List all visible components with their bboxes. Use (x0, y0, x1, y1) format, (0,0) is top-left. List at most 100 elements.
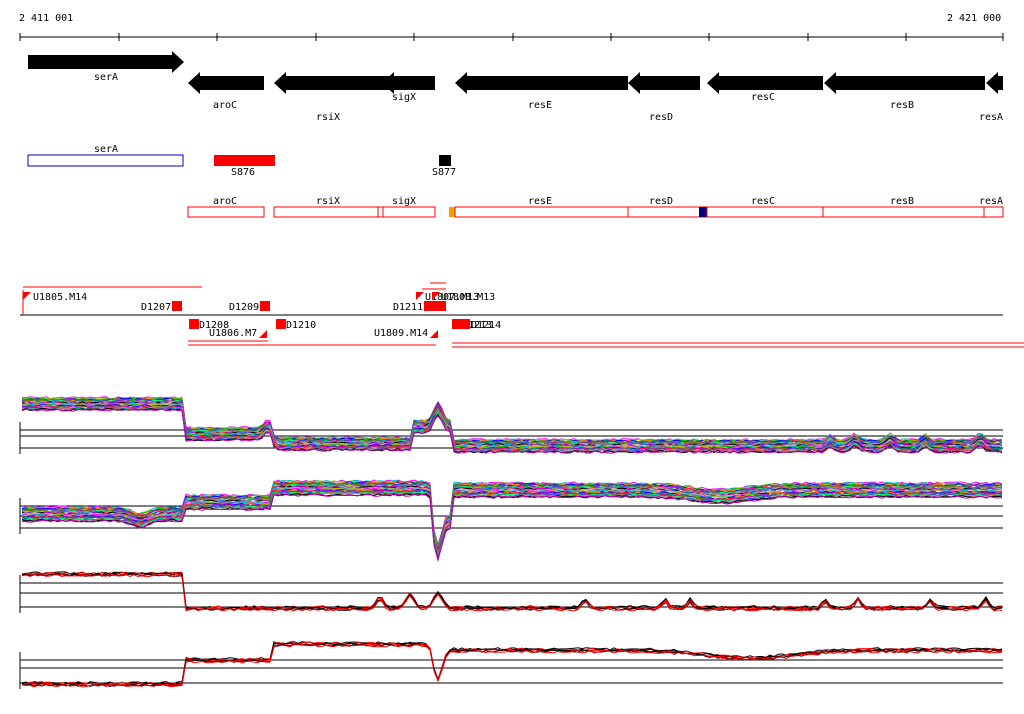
expression-panel-reverse-summary (19, 640, 1003, 689)
gene-rsiX[interactable]: rsiX (274, 72, 390, 123)
gene-box-label-sigX: sigX (392, 196, 416, 207)
gene-box-sigX[interactable] (377, 206, 436, 218)
probe-D1210[interactable]: D1210 (276, 319, 316, 331)
expression-profile-line (21, 493, 1003, 563)
probe-label: D1210 (286, 320, 316, 331)
probe-U1807.M13[interactable]: U1807.M13 (416, 292, 479, 303)
probe-label: D1214 (471, 320, 501, 331)
gene-box-resD[interactable] (627, 206, 708, 218)
gene-sigX[interactable]: sigX (382, 72, 435, 103)
gene-box-label-aroC: aroC (213, 196, 237, 207)
gene-box-label-resA: resA (979, 196, 1003, 207)
probe-box (452, 319, 462, 329)
expression-profile-line (21, 492, 1003, 560)
segment-S876[interactable] (214, 155, 275, 166)
gene-arrow-resC (707, 72, 823, 94)
gene-label-resA: resA (979, 112, 1003, 123)
gene-label-resC: resC (751, 92, 775, 103)
gene-box-resA[interactable] (983, 206, 1004, 218)
gene-arrow-rsiX (274, 72, 390, 94)
expression-profile-line (21, 492, 1003, 560)
expression-profile-line (21, 644, 1003, 688)
probe-track: U1805.M14 D1207 D1208 U1806.M7 D1209 D12… (20, 282, 1024, 348)
gene-arrow-track: serA aroC rsiX sigX resE resD resC resB (28, 51, 1003, 123)
gene-resD[interactable]: resD (628, 72, 700, 123)
probe-label: U1809.M14 (374, 328, 428, 339)
gene-aroC[interactable]: aroC (188, 72, 264, 111)
expression-panel-forward-all (19, 396, 1003, 454)
probe-label: D1211 (393, 302, 423, 313)
probe-flag (430, 330, 438, 338)
gene-label-aroC: aroC (213, 100, 237, 111)
segment-label-S876: S876 (231, 167, 255, 178)
expression-panel-reverse-all (19, 479, 1003, 563)
coordinate-ruler (19, 33, 1004, 41)
gene-label-sigX: sigX (392, 92, 416, 103)
gene-label-serA: serA (94, 72, 118, 83)
gene-box-resC[interactable] (706, 206, 824, 218)
expression-profile-line (22, 488, 1003, 557)
expression-profile-line (21, 490, 1003, 558)
expression-profile-line (21, 491, 1003, 559)
probe-label: U1808.M13 (441, 292, 495, 303)
ruler-end-label: 2 421 000 (947, 13, 1002, 24)
gene-box-rsiX[interactable] (273, 206, 379, 218)
probe-flag (23, 292, 31, 300)
gene-resC[interactable]: resC (707, 72, 823, 103)
expression-panel-forward-summary (19, 571, 1003, 613)
gene-label-resE: resE (528, 100, 552, 111)
gene-resB[interactable]: resB (824, 72, 985, 111)
probe-label: U1806.M7 (209, 328, 257, 339)
probe-label: D1207 (141, 302, 171, 313)
gene-box-aroC[interactable] (187, 206, 265, 218)
probe-label: D1209 (229, 302, 259, 313)
marker-navy (699, 207, 707, 217)
probe-U1809.M14[interactable]: U1809.M14 (374, 328, 438, 339)
expression-profile-line (21, 574, 1003, 612)
gene-arrow-serA (28, 51, 184, 73)
probe-U1806.M7[interactable]: U1806.M7 (209, 328, 267, 339)
gene-label-rsiX: rsiX (316, 112, 340, 123)
probe-U1805.M14[interactable]: U1805.M14 (23, 292, 87, 303)
gene-serA[interactable]: serA (28, 51, 184, 83)
probe-flag (259, 330, 267, 338)
gene-box-resE[interactable] (454, 206, 629, 218)
probe-box (189, 319, 199, 329)
expression-profile-line (21, 489, 1003, 558)
gene-label-resD: resD (649, 112, 673, 123)
expression-profile-line (21, 489, 1003, 557)
gene-box-resB[interactable] (822, 206, 985, 218)
gene-box-label-resD: resD (649, 196, 673, 207)
gene-resE[interactable]: resE (455, 72, 628, 111)
probe-D1209[interactable]: D1209 (229, 301, 270, 313)
expression-profile-line (21, 490, 1003, 558)
probe-box (276, 319, 286, 329)
probe-D1213[interactable]: D1213 (452, 319, 492, 331)
gene-arrow-resB (824, 72, 985, 94)
gene-arrow-resE (455, 72, 628, 94)
probe-label: U1807.M13 (425, 292, 479, 303)
gene-label-resB: resB (890, 100, 914, 111)
probe-box (260, 301, 270, 311)
expression-profile-line (21, 493, 1003, 561)
probe-U1808.M13[interactable]: U1808.M13 (432, 292, 495, 311)
gene-box-label-rsiX: rsiX (316, 196, 340, 207)
gene-resA[interactable]: resA (979, 72, 1003, 123)
probe-D1214[interactable]: D1214 (460, 319, 501, 331)
probe-flag (416, 292, 424, 300)
gene-box-track: aroC rsiX sigX resE resD resC resB resA (187, 196, 1004, 218)
gene-box-label-resC: resC (751, 196, 775, 207)
probe-flag (432, 292, 440, 300)
probe-box (432, 301, 446, 311)
segment-S877[interactable] (439, 155, 451, 166)
probe-D1211[interactable]: D1211 (393, 301, 434, 313)
probe-D1207[interactable]: D1207 (141, 301, 182, 313)
probe-label: D1208 (199, 320, 229, 331)
gene-box-label-resB: resB (890, 196, 914, 207)
gene-box-label-resE: resE (528, 196, 552, 207)
segment-serA[interactable] (27, 154, 184, 167)
gene-arrow-sigX (382, 72, 435, 94)
probe-D1208[interactable]: D1208 (189, 319, 229, 331)
probe-label: U1805.M14 (33, 292, 87, 303)
